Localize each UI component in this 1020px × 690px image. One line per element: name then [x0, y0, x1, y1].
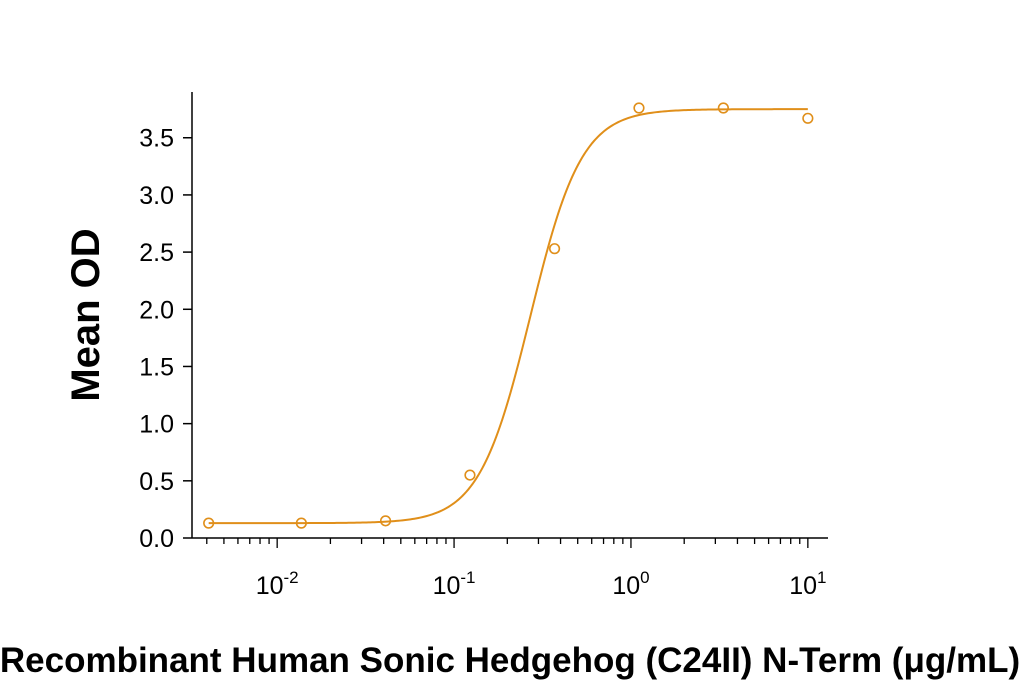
data-point — [802, 112, 814, 124]
data-points — [203, 102, 814, 529]
x-tick-label: 10-1 — [433, 568, 476, 600]
x-axis-title: Recombinant Human Sonic Hedgehog (C24II)… — [0, 641, 1020, 680]
y-tick-label: 3.5 — [139, 125, 174, 153]
x-tick-label: 10-2 — [256, 568, 299, 600]
data-point — [295, 517, 307, 529]
y-tick-label: 3.0 — [139, 182, 174, 210]
data-point — [717, 102, 729, 114]
data-point — [633, 102, 645, 114]
x-tick-label: 101 — [789, 568, 826, 600]
ticks: 0.0 0.5 1.0 1.5 2.0 2.5 3.0 3.5 10-2 10-1 100 101 — [139, 125, 826, 600]
y-tick-label: 1.0 — [139, 411, 174, 439]
y-tick-label: 0.0 — [139, 525, 174, 553]
fit-curve — [208, 108, 808, 525]
y-tick-label: 2.5 — [139, 239, 174, 267]
y-tick-label: 2.0 — [139, 296, 174, 324]
data-point — [548, 243, 561, 255]
data-point — [379, 515, 392, 527]
y-tick-label: 1.5 — [139, 353, 174, 381]
x-tick-label: 100 — [612, 568, 649, 600]
y-axis-title: Mean OD — [64, 228, 108, 401]
axes — [191, 92, 828, 539]
data-point — [203, 517, 215, 529]
y-tick-label: 0.5 — [139, 468, 174, 496]
data-point — [464, 469, 476, 481]
